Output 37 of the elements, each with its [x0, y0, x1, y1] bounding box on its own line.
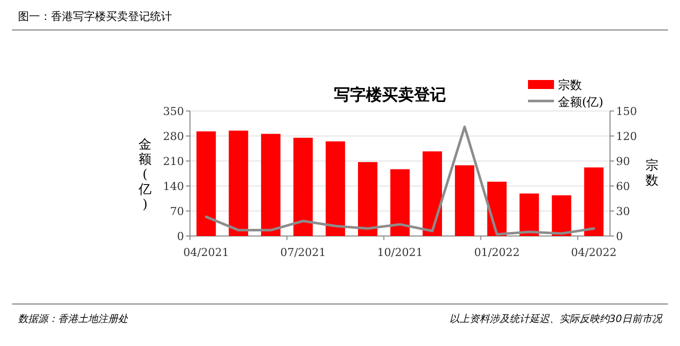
y-axis-title: 金额(亿) — [138, 138, 152, 212]
y2-axis-title: 宗数 — [646, 158, 658, 188]
y2-tick-label: 60 — [616, 180, 630, 193]
text: 数据源：香港土地注册处 — [18, 313, 129, 325]
bar — [454, 165, 474, 236]
y2-tick-label: 120 — [616, 130, 637, 143]
legend-label: 金额(亿) — [558, 95, 604, 109]
y-tick-label: 70 — [170, 205, 184, 218]
bar — [293, 138, 313, 236]
x-tick-label: 04/2021 — [183, 246, 230, 259]
chart-subtitle: 写字楼买卖登记 — [334, 85, 446, 104]
y2-tick-label: 30 — [616, 205, 630, 218]
text: 图一：香港写字楼买卖登记统计 — [18, 10, 172, 23]
y2-tick-label: 0 — [616, 230, 623, 243]
x-tick-label: 10/2021 — [377, 246, 423, 259]
bar — [358, 162, 378, 236]
y2-tick-label: 150 — [616, 105, 637, 118]
y-tick-label: 280 — [163, 130, 184, 143]
y-tick-label: 140 — [163, 180, 184, 193]
x-tick-label: 04/2022 — [570, 246, 617, 259]
bar — [261, 134, 280, 236]
bar — [584, 167, 604, 236]
y-tick-label: 350 — [163, 105, 184, 118]
y-tick-label: 210 — [163, 155, 184, 168]
bar — [552, 195, 572, 236]
bar — [390, 169, 410, 236]
text: 以上资料涉及统计延迟、实际反映约30日前市况 — [449, 313, 663, 325]
x-tick-label: 07/2021 — [280, 246, 326, 259]
x-tick-label: 01/2022 — [474, 246, 520, 259]
bar — [326, 141, 346, 236]
y2-tick-label: 90 — [616, 155, 630, 168]
bar — [196, 131, 216, 236]
bar — [520, 194, 539, 236]
legend-label: 宗数 — [558, 78, 582, 92]
y-tick-label: 0 — [177, 230, 184, 243]
bar — [228, 130, 248, 236]
bar — [422, 151, 442, 236]
